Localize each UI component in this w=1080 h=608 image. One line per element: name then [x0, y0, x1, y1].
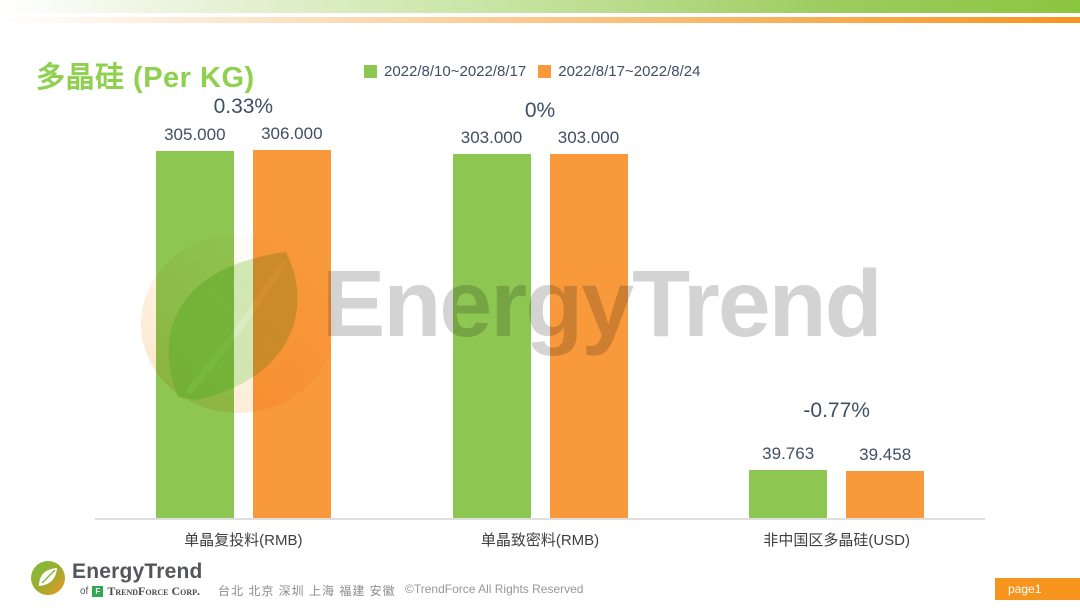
bar-week2 [549, 154, 628, 518]
change-percent-label: 0% [524, 99, 556, 122]
bar-column: 305.000 [155, 125, 234, 518]
category-labels: 单晶复投料(RMB) 单晶致密料(RMB) 非中国区多晶硅(USD) [95, 520, 985, 550]
value-label: 303.000 [557, 128, 620, 147]
bar-column: 306.000 [252, 124, 331, 518]
legend-item-week1: 2022/8/10~2022/8/17 [364, 63, 526, 80]
change-percent-label: 0.33% [213, 95, 274, 118]
legend-label-week2: 2022/8/17~2022/8/24 [558, 63, 701, 80]
energytrend-leaf-icon [31, 561, 65, 595]
bar-column: 303.000 [452, 128, 531, 518]
bar-pair: 39.763 39.458 [749, 444, 925, 518]
legend-swatch-orange [538, 65, 552, 78]
bar-pair: 305.000 306.000 [155, 124, 331, 518]
bar-chart: 0.33% 305.000 306.000 0% 303.000 [95, 94, 985, 550]
bar-week1 [155, 151, 234, 518]
value-label: 303.000 [460, 128, 523, 147]
value-label: 39.458 [859, 445, 912, 464]
footer-brand-subline: of F TrendForce Corp. [72, 584, 203, 599]
value-label: 306.000 [261, 124, 323, 143]
category-label: 非中国区多晶硅(USD) [763, 532, 911, 549]
footer-brand-text: EnergyTrend of F TrendForce Corp. [72, 560, 203, 599]
bar-pair: 303.000 303.000 [452, 128, 628, 518]
footer-corp-name: TrendForce Corp. [107, 584, 201, 598]
category-label: 单晶复投料(RMB) [184, 532, 303, 549]
footer-brand-name: EnergyTrend [72, 560, 203, 583]
footer-of-text: of [80, 586, 89, 597]
bar-group-dense-reinvest: 0.33% 305.000 306.000 [95, 94, 392, 518]
legend-swatch-green [364, 65, 377, 78]
bar-week2 [846, 471, 925, 518]
bar-week2 [252, 150, 331, 518]
top-orange-gradient-line [0, 17, 1080, 23]
legend-item-week2: 2022/8/17~2022/8/24 [538, 63, 700, 80]
bar-column: 39.458 [846, 445, 925, 518]
category-label: 单晶致密料(RMB) [480, 532, 600, 549]
value-label: 39.763 [762, 444, 815, 463]
value-label: 305.000 [164, 125, 226, 144]
page-number-badge: page1 [995, 578, 1080, 600]
bar-column: 39.763 [749, 444, 828, 518]
bar-group-nonchina-poly: -0.77% 39.763 39.458 [688, 398, 985, 518]
change-percent-label: -0.77% [803, 399, 870, 422]
footer-cities: 台北 北京 深圳 上海 福建 安徽 [218, 584, 396, 598]
page-title: 多晶硅 (Per KG) [36, 62, 255, 94]
legend-label-week1: 2022/8/10~2022/8/17 [384, 63, 527, 80]
bar-week1 [749, 470, 828, 518]
footer-brand-logo: EnergyTrend of F TrendForce Corp. [30, 560, 203, 599]
top-green-gradient-band [0, 0, 1080, 13]
bar-group-dense-material: 0% 303.000 303.000 [392, 98, 689, 518]
footer-copyright: ©TrendForce All Rights Reserved [405, 582, 584, 596]
bar-week1 [452, 154, 531, 518]
bar-groups: 0.33% 305.000 306.000 0% 303.000 [95, 94, 985, 518]
chart-legend: 2022/8/10~2022/8/17 2022/8/17~2022/8/24 [364, 63, 700, 80]
x-axis-line [95, 518, 985, 520]
trendforce-icon: F [92, 586, 104, 597]
bar-column: 303.000 [549, 128, 628, 518]
